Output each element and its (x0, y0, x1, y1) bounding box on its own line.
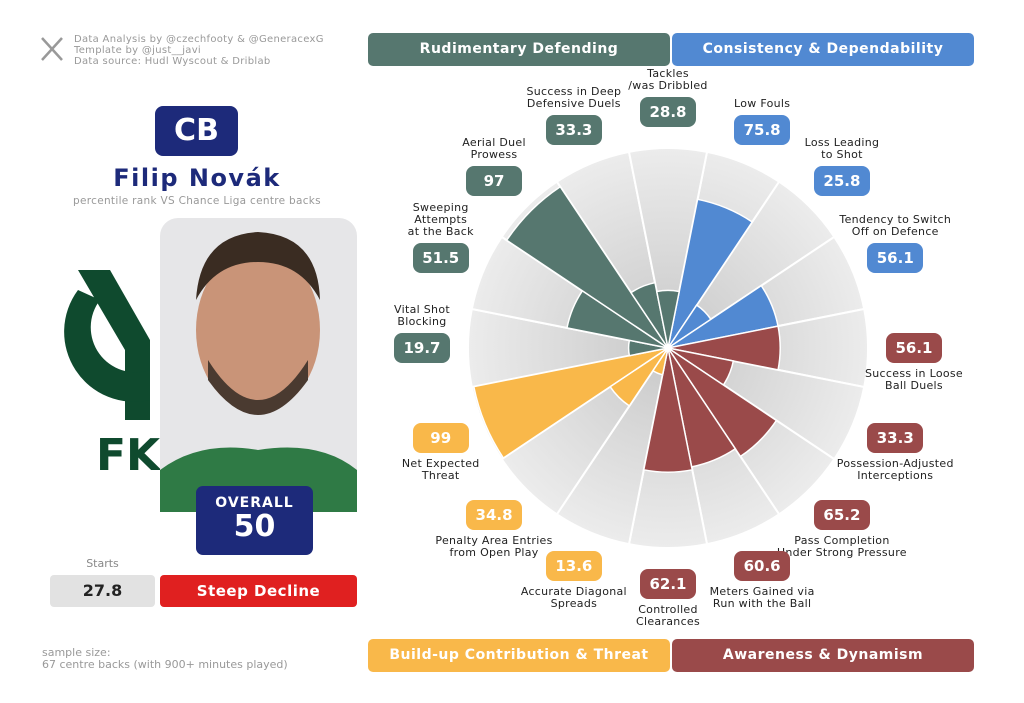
slice (642, 347, 694, 473)
category-label: Penalty Area Entries from Open Play (435, 533, 553, 559)
value-badge: 51.5 (412, 242, 469, 273)
credits: Data Analysis by @czechfooty & @Generace… (74, 34, 324, 67)
slice (655, 289, 681, 349)
category-label: Pass Completion Under Strong Pressure (777, 533, 907, 559)
category-label: Low Fouls (733, 96, 791, 110)
starts-value: 27.8 (50, 575, 155, 607)
slice (472, 347, 669, 460)
value-badge: 33.3 (545, 114, 602, 145)
value-badge: 34.8 (466, 499, 523, 530)
club-logo: FK (64, 270, 162, 481)
trend-badge: Steep Decline (160, 575, 357, 607)
category-label: Success in Deep Defensive Duels (526, 84, 622, 110)
category-label: Success in Loose Ball Duels (865, 367, 963, 392)
category-label: Loss Leading to Shot (804, 136, 880, 162)
credit-line: Template by @just__javi (74, 45, 202, 56)
value-badge: 65.2 (813, 499, 870, 530)
position-badge: CB (155, 106, 238, 156)
legend-entry: Awareness & Dynamism (672, 639, 974, 672)
category-label: Tendency to Switch Off on Defence (839, 212, 952, 238)
slice (505, 185, 669, 349)
value-badge: 33.3 (867, 423, 924, 454)
slice (667, 198, 754, 349)
subtitle: percentile rank VS Chance Liga centre ba… (73, 195, 321, 207)
overall-box: OVERALL 50 (196, 486, 313, 555)
legend-entry: Consistency & Dependability (672, 33, 974, 66)
legend-entry: Rudimentary Defending (368, 33, 670, 66)
value-badge: 56.1 (867, 242, 924, 273)
category-label: Meters Gained via Run with the Ball (709, 585, 815, 611)
legend-entry: Build-up Contribution & Threat (368, 639, 670, 672)
player-name: Filip Novák (113, 164, 281, 192)
value-badge: 75.8 (734, 114, 791, 145)
value-badge: 13.6 (545, 551, 602, 582)
value-badge: 97 (466, 166, 523, 197)
credit-line: Data source: Hudl Wyscout & Driblab (74, 56, 271, 67)
category-label: Accurate Diagonal Spreads (520, 585, 627, 611)
slice (667, 325, 781, 371)
value-slices (472, 185, 781, 473)
value-badge: 62.1 (640, 569, 696, 599)
value-badge: 28.8 (640, 97, 696, 127)
starts-label: Starts (86, 557, 119, 570)
value-badge: 56.1 (886, 333, 942, 363)
footer-note: sample size: 67 centre backs (with 900+ … (42, 646, 288, 671)
category-label: Controlled Clearances (635, 603, 701, 628)
value-badge: 60.6 (734, 551, 791, 582)
slice-background (627, 147, 709, 349)
overall-label: OVERALL (215, 495, 294, 511)
value-badge: 99 (412, 423, 469, 454)
category-label: Tackles /was Dribbled (628, 67, 708, 92)
category-label: Aerial Duel Prowess (462, 136, 526, 162)
value-badge: 19.7 (394, 333, 450, 363)
x-logo (41, 37, 63, 61)
overall-value: 50 (233, 509, 276, 544)
slice (629, 281, 669, 349)
credit-line: Data Analysis by @czechfooty & @Generace… (74, 34, 324, 45)
category-label: Possession-Adjusted Interceptions (836, 457, 954, 483)
category-label: Sweeping Attempts at the Back (407, 200, 474, 238)
slice (667, 347, 778, 458)
category-label: Vital Shot Blocking (394, 303, 450, 328)
logo-text: FK (96, 430, 162, 481)
category-label: Net Expected Threat (401, 457, 480, 483)
value-badge: 25.8 (813, 166, 870, 197)
